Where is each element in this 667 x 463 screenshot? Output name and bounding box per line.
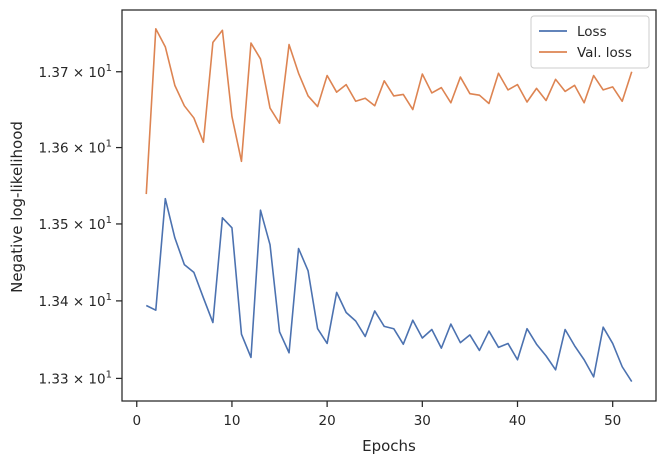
- x-tick-label: 30: [414, 413, 431, 429]
- y-tick-label: 1.34 × 101: [38, 292, 112, 310]
- x-tick-label: 20: [319, 413, 336, 429]
- legend-entry-label: Val. loss: [577, 45, 632, 61]
- y-tick-label: 1.33 × 101: [38, 369, 112, 387]
- y-tick-label: 1.37 × 101: [38, 63, 112, 81]
- x-axis-ticks: 0 10 20 30 40 50: [132, 401, 621, 429]
- series-layer: [145, 27, 633, 382]
- x-axis-label: Epochs: [362, 437, 416, 455]
- plot-area: [122, 10, 656, 401]
- x-tick-label: 10: [223, 413, 240, 429]
- legend: Loss Val. loss: [530, 15, 650, 69]
- x-tick-label: 50: [604, 413, 621, 429]
- series-line-loss: [145, 197, 633, 382]
- x-tick-label: 40: [509, 413, 526, 429]
- y-tick-label: 1.35 × 101: [38, 215, 112, 233]
- y-tick-label: 1.36 × 101: [38, 139, 112, 157]
- y-axis-ticks: 1.33 × 101 1.34 × 101 1.35 × 101 1.36 × 101…: [38, 63, 122, 387]
- plot-frame: [121, 9, 657, 402]
- series-line-val-loss: [145, 27, 633, 195]
- y-axis-label: Negative log-likelihood: [8, 121, 26, 293]
- legend-box: [530, 15, 650, 69]
- legend-entry-label: Loss: [577, 24, 607, 40]
- x-tick-label: 0: [132, 413, 141, 429]
